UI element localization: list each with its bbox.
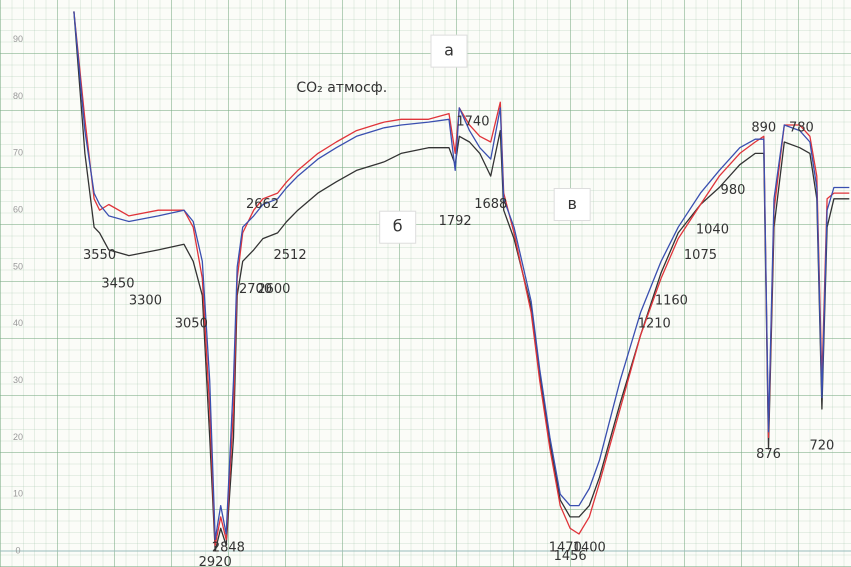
peak-label: 3450 bbox=[101, 277, 134, 292]
y-tick-label: 50 bbox=[13, 261, 23, 271]
peak-label: 876 bbox=[756, 447, 781, 462]
peak-label: 1740 bbox=[456, 115, 489, 130]
peak-label: 3050 bbox=[175, 316, 208, 331]
peak-label: 1160 bbox=[655, 294, 688, 309]
spectrum-line bbox=[384, 102, 849, 534]
y-tick-label: 90 bbox=[13, 34, 23, 44]
peak-label: 720 bbox=[810, 438, 835, 453]
y-tick-label: 30 bbox=[13, 375, 23, 385]
peak-label: 980 bbox=[721, 183, 746, 198]
y-tick-label: 70 bbox=[13, 148, 23, 158]
peak-label: 780 bbox=[789, 120, 814, 135]
peak-label: 890 bbox=[751, 120, 776, 135]
peak-label: 1792 bbox=[439, 214, 472, 229]
y-tick-label: 0 bbox=[15, 545, 20, 555]
peak-label: 1688 bbox=[474, 197, 507, 212]
peak-label: 1040 bbox=[696, 223, 729, 238]
y-tick-label: 60 bbox=[13, 205, 23, 215]
chart: 0102030405060708090355034503300305029202… bbox=[0, 0, 851, 567]
peak-label: 1400 bbox=[573, 541, 606, 556]
peak-label: 1075 bbox=[684, 248, 717, 263]
y-tick-label: 40 bbox=[13, 318, 23, 328]
peak-label: 2920 bbox=[199, 555, 232, 567]
annotation: в bbox=[567, 194, 576, 213]
y-tick-label: 10 bbox=[13, 489, 23, 499]
peak-label: 2600 bbox=[257, 282, 290, 297]
peak-label: 2662 bbox=[246, 197, 279, 212]
peak-label: 3300 bbox=[129, 294, 162, 309]
annotation: б bbox=[393, 217, 403, 236]
peak-label: 3550 bbox=[83, 248, 116, 263]
peak-label: 1210 bbox=[638, 316, 671, 331]
annotation: CO₂ атмосф. bbox=[296, 80, 387, 96]
peak-label: 2848 bbox=[212, 541, 245, 556]
peak-label: 2512 bbox=[274, 248, 307, 263]
y-tick-label: 20 bbox=[13, 432, 23, 442]
page: 0102030405060708090355034503300305029202… bbox=[0, 0, 851, 567]
annotation: а bbox=[444, 41, 454, 60]
y-tick-label: 80 bbox=[13, 91, 23, 101]
